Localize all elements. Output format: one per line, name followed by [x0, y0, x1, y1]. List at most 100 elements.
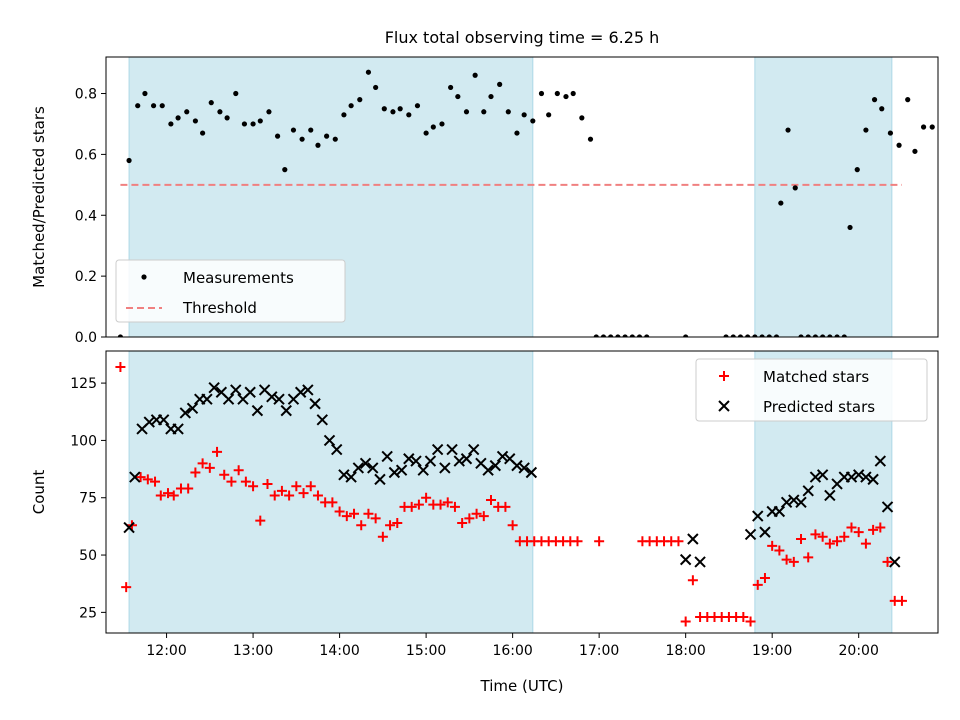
measurement-point	[208, 100, 214, 106]
matched-star-point	[197, 458, 208, 469]
measurement-point	[241, 121, 248, 127]
y-tick-label: 0.2	[75, 269, 97, 285]
measurement-point	[920, 124, 927, 130]
matched-star-point	[680, 616, 691, 627]
matched-star-point	[255, 515, 266, 526]
matched-star-point	[212, 446, 223, 457]
plot-area	[115, 351, 907, 633]
predicted-star-point	[251, 404, 264, 417]
matched-star-point	[839, 531, 850, 542]
measurement-point	[423, 130, 429, 136]
matched-star-point	[155, 490, 166, 501]
matched-star-point	[262, 478, 273, 489]
measurement-point	[723, 334, 729, 337]
x-tick-label: 18:00	[665, 643, 705, 659]
measurement-point	[192, 118, 199, 124]
matched-star-point	[738, 611, 749, 622]
measurement-point	[683, 334, 689, 337]
measurement-point	[299, 136, 305, 142]
measurement-point	[812, 334, 819, 337]
matched-star-point	[817, 531, 828, 542]
matched-star-point	[896, 595, 907, 606]
predicted-star-point	[208, 381, 220, 394]
matched-star-point	[449, 501, 460, 512]
predicted-star-point	[143, 416, 155, 428]
matched-star-point	[377, 531, 388, 542]
measurement-point	[896, 142, 902, 148]
predicted-star-point	[381, 450, 393, 463]
measurement-point	[938, 118, 943, 123]
measurement-point	[579, 115, 585, 121]
measurement-point	[905, 97, 911, 103]
measurement-point	[315, 142, 321, 148]
legend-label: Predicted stars	[763, 398, 875, 416]
x-axis-label: Time (UTC)	[480, 677, 564, 695]
matched-star-point	[796, 534, 807, 544]
measurement-point	[381, 106, 387, 112]
predicted-star-point	[874, 455, 887, 467]
measurement-point	[587, 136, 594, 142]
x-tick-label: 19:00	[752, 643, 792, 659]
measurement-point	[481, 109, 487, 115]
measurement-point	[847, 224, 853, 231]
measurement-point	[497, 81, 503, 87]
matched-star-point	[240, 476, 251, 487]
predicted-star-point	[752, 510, 764, 522]
measurement-point	[538, 90, 545, 97]
measurement-point	[332, 136, 338, 142]
matched-star-point	[745, 616, 756, 627]
predicted-star-point	[446, 443, 458, 456]
predicted-star-point	[788, 494, 800, 506]
observing-interval-span	[128, 351, 534, 633]
matched-star-point	[190, 467, 201, 478]
predicted-star-point	[496, 450, 509, 463]
predicted-star-point	[309, 398, 321, 410]
measurement-point	[168, 121, 174, 127]
predicted-star-point	[359, 457, 372, 470]
matched-star-point	[507, 520, 518, 531]
observing-interval-span	[754, 57, 893, 337]
measurement-point	[615, 334, 621, 337]
predicted-star-point	[424, 455, 437, 467]
matched-star-point	[204, 462, 215, 473]
measurement-point	[785, 127, 791, 133]
predicted-star-point	[482, 464, 494, 476]
x-tick-label: 20:00	[839, 643, 879, 659]
matched-star-point	[356, 520, 367, 531]
matched-star-point	[284, 490, 295, 501]
predicted-star-point	[525, 466, 538, 479]
measurement-point	[730, 334, 736, 337]
measurement-point	[463, 109, 470, 115]
predicted-star-point	[331, 443, 343, 456]
count-panel: 25 50 75 100 125 12:00 13:00 14:00 15:00 16:00 17:…	[30, 350, 939, 695]
predicted-star-point	[889, 556, 901, 568]
measurement-point	[390, 109, 396, 115]
predicted-star-point	[679, 553, 692, 566]
predicted-star-point	[280, 404, 292, 417]
matched-star-point	[882, 556, 893, 567]
matched-star-point	[500, 501, 511, 512]
measurement-point	[912, 148, 918, 154]
measurement-point	[778, 200, 784, 206]
matched-star-point	[752, 579, 763, 590]
measurement-point	[546, 112, 552, 118]
measurement-point	[798, 334, 804, 337]
x-tick-label: 13:00	[233, 643, 273, 659]
legend-marker-measurements	[141, 274, 147, 280]
predicted-star-point	[881, 501, 894, 513]
x-tick-label: 12:00	[146, 643, 186, 659]
measurement-point	[805, 334, 811, 337]
matched-star-point	[781, 554, 792, 565]
measurement-point	[752, 334, 758, 337]
measurement-point	[274, 133, 281, 139]
matched-star-point	[853, 527, 864, 538]
measurement-point	[879, 106, 885, 112]
y-tick-label: 0.6	[75, 147, 97, 163]
measurement-point	[773, 334, 780, 337]
matched-star-point	[759, 572, 770, 583]
matched-star-point	[824, 538, 835, 549]
measurement-point	[737, 334, 744, 337]
measurement-point	[871, 97, 878, 103]
measurement-point	[887, 130, 894, 136]
legend-marker-predicted	[718, 400, 730, 412]
